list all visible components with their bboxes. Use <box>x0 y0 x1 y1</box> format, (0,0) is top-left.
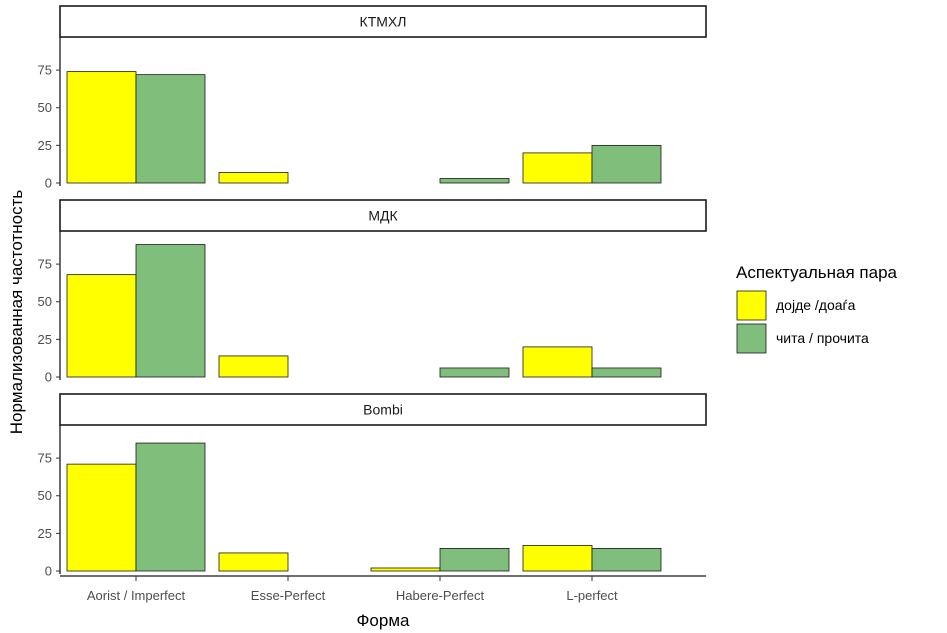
legend-title: Аспектуальная пара <box>736 263 898 282</box>
legend-label: чита / прочита <box>776 330 869 346</box>
y-tick-label: 0 <box>45 370 52 385</box>
y-axis-title: Нормализованная частотность <box>7 190 26 435</box>
y-tick-label: 25 <box>38 526 52 541</box>
bar-ктмхл-1-0 <box>218 172 289 184</box>
y-tick-label: 75 <box>38 451 52 466</box>
bar-bombi-3-0 <box>522 545 593 572</box>
y-tick-label: 50 <box>38 488 52 503</box>
y-tick-label: 50 <box>38 294 52 309</box>
bar-ктмхл-0-1 <box>135 74 206 184</box>
panels: КТМХЛ 0 25 50 75 МДК 0 25 50 75 Bombi 0 25 50 75 <box>38 5 707 579</box>
x-axis-title: Форма <box>357 611 411 630</box>
bar-bombi-2-1 <box>439 548 510 572</box>
y-tick-label: 25 <box>38 138 52 153</box>
bar-bombi-1-0 <box>218 552 289 572</box>
y-tick-label: 75 <box>38 63 52 78</box>
y-tick-label: 50 <box>38 100 52 115</box>
panel-мдк: МДК 0 25 50 75 <box>38 199 707 385</box>
facet-strip <box>59 199 707 232</box>
bar-bombi-0-0 <box>66 463 137 572</box>
bar-мдк-0-1 <box>135 244 206 378</box>
y-tick-label: 0 <box>45 564 52 579</box>
legend-swatch <box>736 323 767 354</box>
bar-ктмхл-0-0 <box>66 71 137 184</box>
bar-мдк-3-0 <box>522 346 593 378</box>
x-tick-label: Aorist / Imperfect <box>87 588 186 603</box>
bar-мдк-0-0 <box>66 274 137 378</box>
y-tick-label: 75 <box>38 257 52 272</box>
facet-strip <box>59 5 707 38</box>
y-tick-label: 0 <box>45 176 52 191</box>
legend-swatch <box>736 290 767 321</box>
bar-ктмхл-2-1 <box>439 178 510 184</box>
x-tick-label: Habere-Perfect <box>396 588 485 603</box>
x-tick-label: L-perfect <box>566 588 618 603</box>
bar-bombi-3-1 <box>591 548 662 572</box>
bar-bombi-2-0 <box>370 567 441 572</box>
x-tick-label: Esse-Perfect <box>251 588 326 603</box>
legend: Аспектуальная пара дојде /доаѓа чита / пр… <box>736 263 898 354</box>
bar-мдк-1-0 <box>218 355 289 378</box>
facet-strip-label: Bombi <box>363 402 403 418</box>
facet-strip-label: МДК <box>368 208 398 224</box>
bar-ктмхл-3-1 <box>591 144 662 184</box>
legend-label: дојде /доаѓа <box>776 297 856 313</box>
bar-мдк-2-1 <box>439 367 510 378</box>
facet-strip-label: КТМХЛ <box>360 14 407 30</box>
facet-strip <box>59 393 707 426</box>
panel-bombi: Bombi 0 25 50 75 <box>38 393 707 579</box>
y-tick-label: 25 <box>38 332 52 347</box>
bar-ктмхл-3-0 <box>522 152 593 184</box>
x-axis: Aorist / Imperfect Esse-Perfect Habere-Per… <box>60 575 706 603</box>
bar-bombi-0-1 <box>135 442 206 572</box>
bar-мдк-3-1 <box>591 367 662 378</box>
panel-ктмхл: КТМХЛ 0 25 50 75 <box>38 5 707 191</box>
